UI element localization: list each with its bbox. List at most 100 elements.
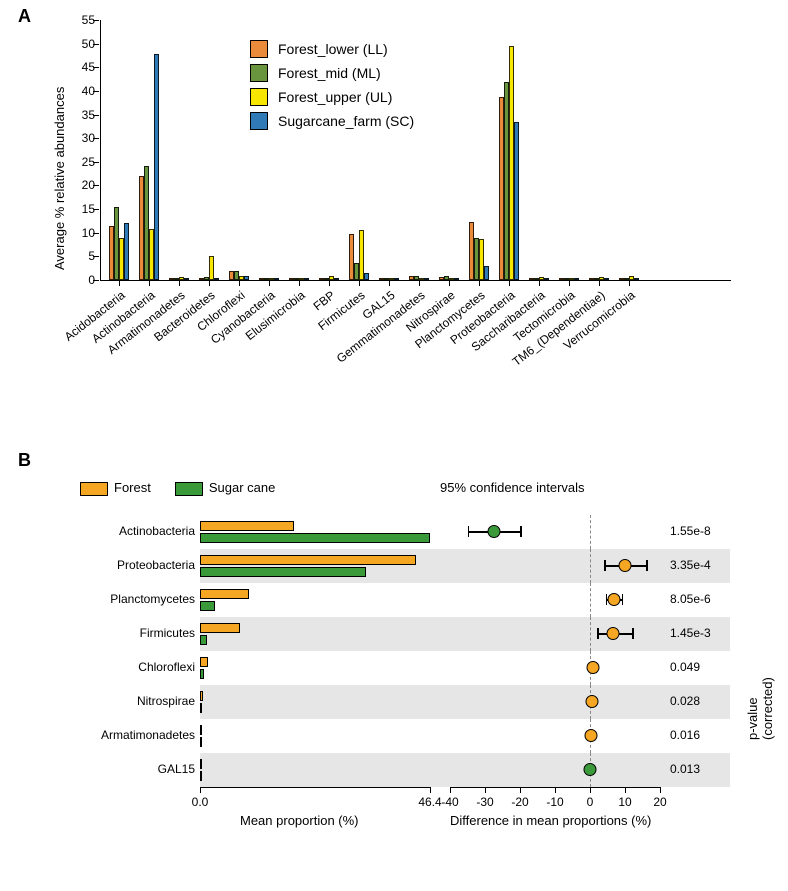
ci-plot — [450, 753, 660, 787]
chart-a-legend: Forest_lower (LL) Forest_mid (ML) Forest_u… — [250, 40, 414, 136]
chart-a-yvalue: 20 — [65, 178, 95, 192]
chart-a-xtick — [209, 280, 210, 286]
pvalue: 3.35e-4 — [670, 558, 711, 572]
ci-plot — [450, 685, 660, 719]
right-axis-tick — [555, 787, 556, 793]
legend-label: Forest_upper (UL) — [278, 89, 392, 105]
right-axis-tick — [660, 787, 661, 793]
chart-a-xtick — [329, 280, 330, 286]
chart-a-xtick — [299, 280, 300, 286]
right-axis-tick — [485, 787, 486, 793]
chart-a-xtick — [479, 280, 480, 286]
right-axis-title: Difference in mean proportions (%) — [450, 813, 651, 828]
chart-a-bar — [574, 278, 579, 280]
error-cap — [604, 560, 606, 571]
chart-a-bar — [334, 278, 339, 280]
ci-title: 95% confidence intervals — [440, 480, 585, 495]
bar-forest — [200, 725, 202, 735]
zero-line — [590, 515, 591, 549]
pvalue: 8.05e-6 — [670, 592, 711, 606]
effect-dot — [607, 593, 620, 606]
pvalue: 0.013 — [670, 762, 700, 776]
taxon-label: Firmicutes — [80, 626, 195, 640]
chart-a-xtick — [149, 280, 150, 286]
taxon-label: Nitrospirae — [80, 694, 195, 708]
chart-b-row: Nitrospirae0.028 — [80, 685, 730, 719]
chart-a-legend-item: Sugarcane_farm (SC) — [250, 112, 414, 130]
right-axis-tick — [590, 787, 591, 793]
chart-a-bar — [424, 278, 429, 280]
ci-plot — [450, 617, 660, 651]
bar-sugar — [200, 737, 202, 747]
chart-a-xtick — [419, 280, 420, 286]
chart-a-yvalue: 0 — [65, 273, 95, 287]
chart-a-bar — [454, 278, 459, 280]
bar-sugar — [200, 601, 215, 611]
legend-label: Sugar cane — [209, 480, 276, 495]
bar-forest — [200, 657, 208, 667]
bar-forest — [200, 691, 203, 701]
pvalue: 0.016 — [670, 728, 700, 742]
chart-a-yvalue: 25 — [65, 155, 95, 169]
chart-a-bar — [634, 278, 639, 280]
pvalue: 0.049 — [670, 660, 700, 674]
legend-label: Forest_mid (ML) — [278, 65, 381, 81]
chart-a-xtick — [539, 280, 540, 286]
zero-line — [590, 617, 591, 651]
chart-a-bar — [214, 278, 219, 280]
legend-swatch — [250, 112, 268, 130]
chart-a-yvalue: 40 — [65, 84, 95, 98]
error-cap — [632, 628, 634, 639]
chart-b-row: Armatimonadetes0.016 — [80, 719, 730, 753]
chart-a: 0510152025303540455055AcidobacteriaActin… — [100, 20, 731, 281]
bar-forest — [200, 759, 202, 769]
chart-a-xtick — [359, 280, 360, 286]
chart-b-legend: Forest Sugar cane — [80, 480, 275, 496]
chart-b-row: GAL150.013 — [80, 753, 730, 787]
bar-forest — [200, 521, 294, 531]
right-axis-ticklabel: -40 — [441, 795, 458, 809]
legend-swatch — [250, 88, 268, 106]
chart-a-yvalue: 50 — [65, 37, 95, 51]
chart-a-xtick — [179, 280, 180, 286]
chart-a-bar — [274, 278, 279, 280]
taxon-label: Planctomycetes — [80, 592, 195, 606]
chart-a-legend-item: Forest_upper (UL) — [250, 88, 414, 106]
pvalue: 1.45e-3 — [670, 626, 711, 640]
mean-proportion-bars — [200, 685, 430, 719]
chart-b-row: Planctomycetes 8.05e-6 — [80, 583, 730, 617]
taxon-label: Proteobacteria — [80, 558, 195, 572]
chart-a-bar — [124, 223, 129, 280]
chart-b-rows: Actinobacteria1.55e-8 Proteobacteria 3.35e… — [80, 515, 730, 787]
bar-sugar — [200, 703, 202, 713]
chart-b-row: Actinobacteria1.55e-8 — [80, 515, 730, 549]
chart-a-bar — [304, 278, 309, 280]
left-axis-ticklabel: 0.0 — [192, 795, 209, 809]
error-cap — [597, 628, 599, 639]
chart-b-row: Firmicutes 1.45e-3 — [80, 617, 730, 651]
mean-proportion-bars — [200, 753, 430, 787]
chart-a-bar — [154, 54, 159, 280]
bar-sugar — [200, 771, 202, 781]
mean-proportion-bars — [200, 617, 430, 651]
bar-forest — [200, 555, 416, 565]
chart-a-bar — [209, 256, 214, 280]
chart-b-legend-item: Forest — [80, 480, 151, 496]
chart-a-xtick — [569, 280, 570, 286]
chart-a-bar — [244, 276, 249, 280]
left-axis-title: Mean proportion (%) — [240, 813, 359, 828]
chart-a-xtick — [389, 280, 390, 286]
legend-swatch — [80, 482, 108, 496]
legend-label: Forest_lower (LL) — [278, 41, 388, 57]
left-axis-tick — [430, 787, 431, 793]
ci-plot — [450, 549, 660, 583]
right-axis-ticklabel: 10 — [618, 795, 631, 809]
chart-a-bar — [184, 278, 189, 280]
pvalue: 1.55e-8 — [670, 524, 711, 538]
chart-a-bar — [514, 122, 519, 280]
effect-dot — [586, 661, 599, 674]
chart-a-bar — [604, 278, 609, 280]
chart-b-row: Chloroflexi0.049 — [80, 651, 730, 685]
panel-label-b: B — [18, 450, 31, 471]
chart-a-yvalue: 30 — [65, 131, 95, 145]
